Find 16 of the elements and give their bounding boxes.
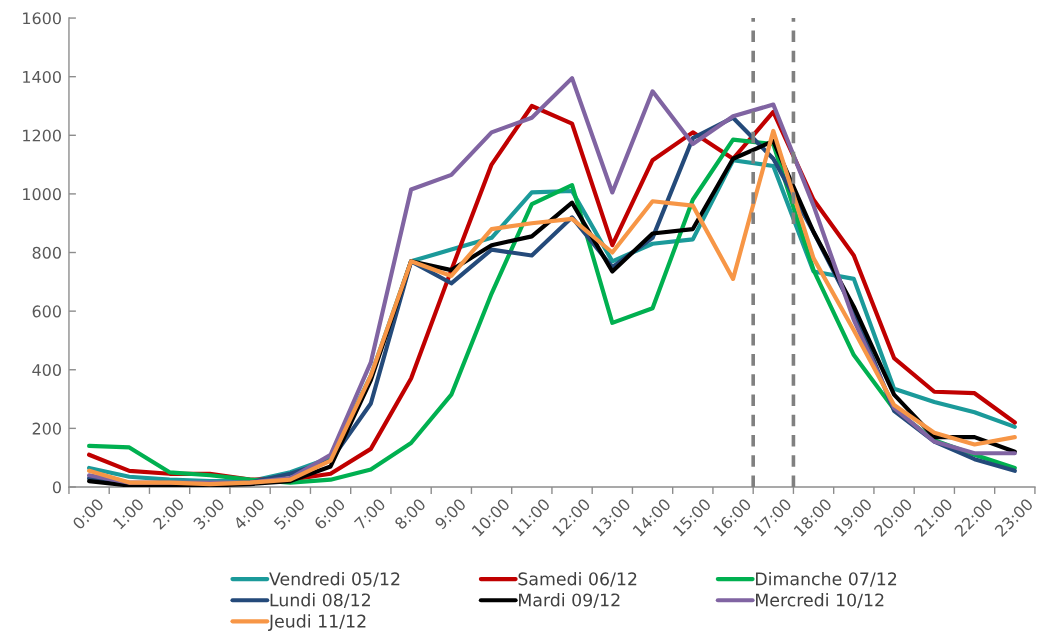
- y-tick-label: 1000: [23, 188, 61, 201]
- y-tick-label: 200: [32, 422, 61, 435]
- legend-label: Jeudi 11/12: [268, 614, 366, 631]
- legend-label: Dimanche 07/12: [756, 571, 897, 587]
- legend-label: Mercredi 10/12: [756, 593, 884, 608]
- y-tick-label: 1600: [23, 12, 61, 25]
- y-tick-label: 600: [32, 305, 61, 318]
- y-tick-label: 800: [32, 246, 61, 259]
- legend-label: Mardi 09/12: [519, 593, 620, 608]
- legend-label: Samedi 06/12: [518, 571, 637, 587]
- legend-label: Lundi 08/12: [270, 593, 370, 608]
- y-tick-label: 1400: [23, 70, 61, 83]
- y-tick-label: 1200: [23, 129, 61, 142]
- y-tick-label: 400: [32, 363, 61, 377]
- legend-label: Vendredi 05/12: [269, 571, 400, 587]
- y-tick-label: 0: [52, 481, 61, 494]
